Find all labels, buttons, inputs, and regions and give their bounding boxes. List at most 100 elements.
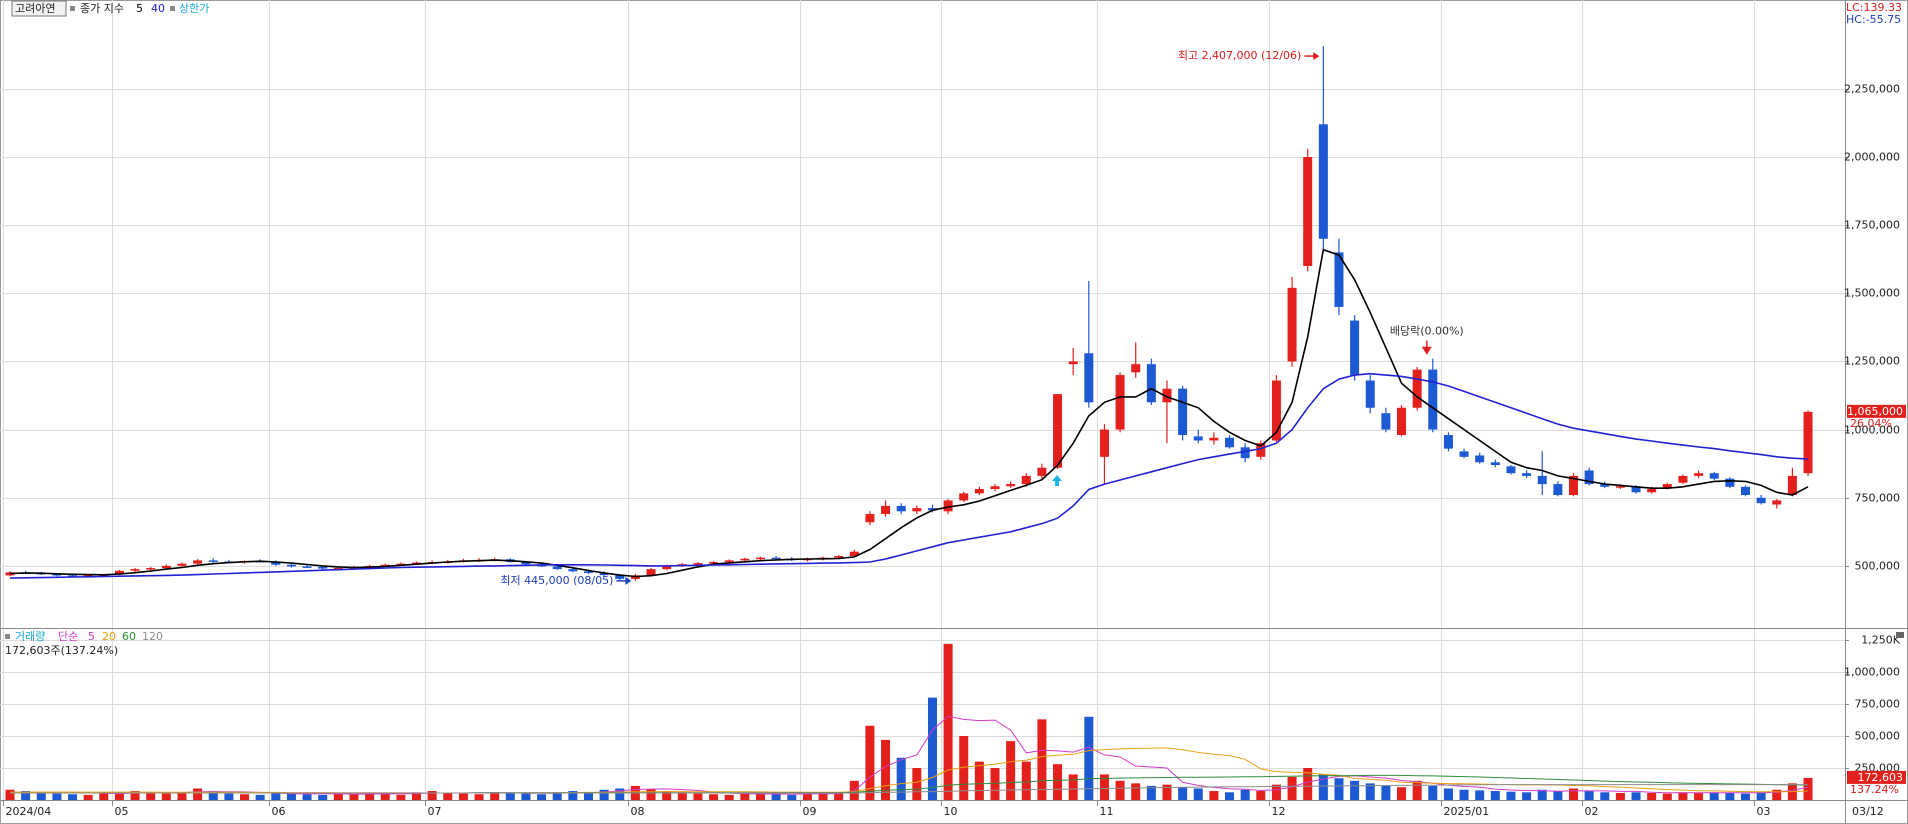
last-change-label: 26.04% [1850, 417, 1892, 430]
candle-body [990, 486, 1000, 489]
candle-body [583, 571, 593, 573]
volume-bar [537, 794, 547, 800]
volume-bar [818, 792, 828, 800]
last-value-tag [1847, 404, 1906, 418]
candle-body [1381, 413, 1391, 430]
y-tick-label: 1,000,000 [1844, 666, 1900, 679]
legend-ma: 120 [142, 630, 163, 643]
volume-bar [1428, 785, 1438, 800]
volume-bar [99, 792, 109, 800]
volume-bar [380, 793, 390, 800]
volume-bar [5, 789, 15, 800]
volume-bar [68, 794, 78, 800]
candle-body [1694, 473, 1704, 476]
volume-bar [943, 643, 953, 800]
candle-body [568, 569, 578, 572]
volume-bar [412, 792, 422, 800]
volume-bar [490, 792, 500, 800]
candle-body [1678, 475, 1688, 483]
icon [170, 6, 175, 11]
volume-bar [1318, 774, 1328, 800]
candle-body [646, 569, 656, 576]
volume-bar [802, 793, 812, 800]
candle-body [1178, 388, 1188, 436]
candle-body [1725, 478, 1735, 487]
volume-bar [1099, 774, 1109, 800]
volume-bar [1615, 792, 1625, 800]
volume-bar [1772, 789, 1782, 800]
candle-body [1115, 375, 1125, 430]
candle-body [1303, 157, 1313, 267]
volume-bar [1006, 741, 1016, 800]
volume-bar [1240, 789, 1250, 800]
volume-bar [224, 793, 234, 800]
candle-body [1443, 435, 1453, 449]
volume-bar [1162, 784, 1172, 800]
volume-bar [443, 792, 453, 800]
candle-body [5, 572, 15, 576]
volume-bar [834, 792, 844, 800]
lc-label: LC:139.33 [1846, 1, 1902, 14]
volume-bar [1146, 785, 1156, 800]
candle-body [1006, 484, 1016, 487]
candle-body [834, 556, 844, 558]
volume-bar [521, 793, 531, 800]
volume-bar [771, 794, 781, 800]
candle-body [1146, 364, 1156, 403]
ma-label: 단순 [58, 630, 78, 643]
x-tick-label: 11 [1100, 805, 1114, 818]
volume-bar [646, 789, 656, 800]
volume-bar [1756, 792, 1766, 800]
volume-bar [193, 788, 203, 800]
candle-body [1569, 475, 1578, 495]
candle-body [1615, 486, 1625, 488]
y-tick-label: 1,000,000 [1844, 424, 1900, 437]
x-tick-label: 07 [428, 805, 442, 818]
hc-label: HC:-55.75 [1846, 13, 1901, 26]
volume-bar [990, 768, 1000, 800]
volume-bar [865, 725, 875, 800]
volume-bar [1678, 792, 1688, 800]
stock-name[interactable]: 고려아연 [15, 2, 55, 15]
volume-bar [1397, 787, 1407, 800]
volume-bar [1381, 785, 1391, 800]
volume-bar [662, 791, 672, 800]
volume-bar [130, 791, 140, 800]
last-value-label: 172,603 [1858, 771, 1904, 784]
volume-bar [709, 794, 719, 800]
candle-body [177, 563, 187, 566]
volume-bar [1553, 791, 1563, 800]
volume-bar [1287, 776, 1297, 800]
y-tick-label: 1,250,000 [1844, 355, 1900, 368]
x-tick-label: 12 [1272, 805, 1286, 818]
volume-bar [1475, 790, 1485, 800]
annotation-layer: 최고 2,407,000 (12/06) 최저 445,000 (08/05) 배당… [500, 49, 1463, 587]
candle-body [68, 575, 78, 577]
volume-bar [1443, 788, 1453, 800]
candle-body [1225, 437, 1235, 448]
candle-body [865, 514, 875, 523]
volume-bar [1350, 780, 1360, 800]
volume-bar [615, 788, 625, 800]
volume-bar [896, 757, 906, 800]
candle-body [1631, 486, 1641, 493]
stock-name-box[interactable] [11, 0, 67, 17]
x-tick-label: 03 [1757, 805, 1771, 818]
y-tick-label: 500,000 [1855, 560, 1901, 573]
candle-body [302, 566, 312, 568]
volume-bar [349, 794, 359, 800]
volume-bar [568, 791, 578, 800]
volume-bar [318, 794, 328, 800]
candle-body [396, 563, 406, 566]
y-tick-label: 2,000,000 [1844, 151, 1900, 164]
last-change-label: 137.24% [1850, 783, 1899, 796]
candle-body [521, 562, 531, 565]
candle-body [1740, 486, 1750, 495]
candle-body [1412, 369, 1422, 408]
ma-line [10, 715, 1809, 795]
volume-bar [1412, 780, 1422, 800]
icon [70, 6, 75, 11]
pane-icon[interactable] [1896, 632, 1904, 638]
